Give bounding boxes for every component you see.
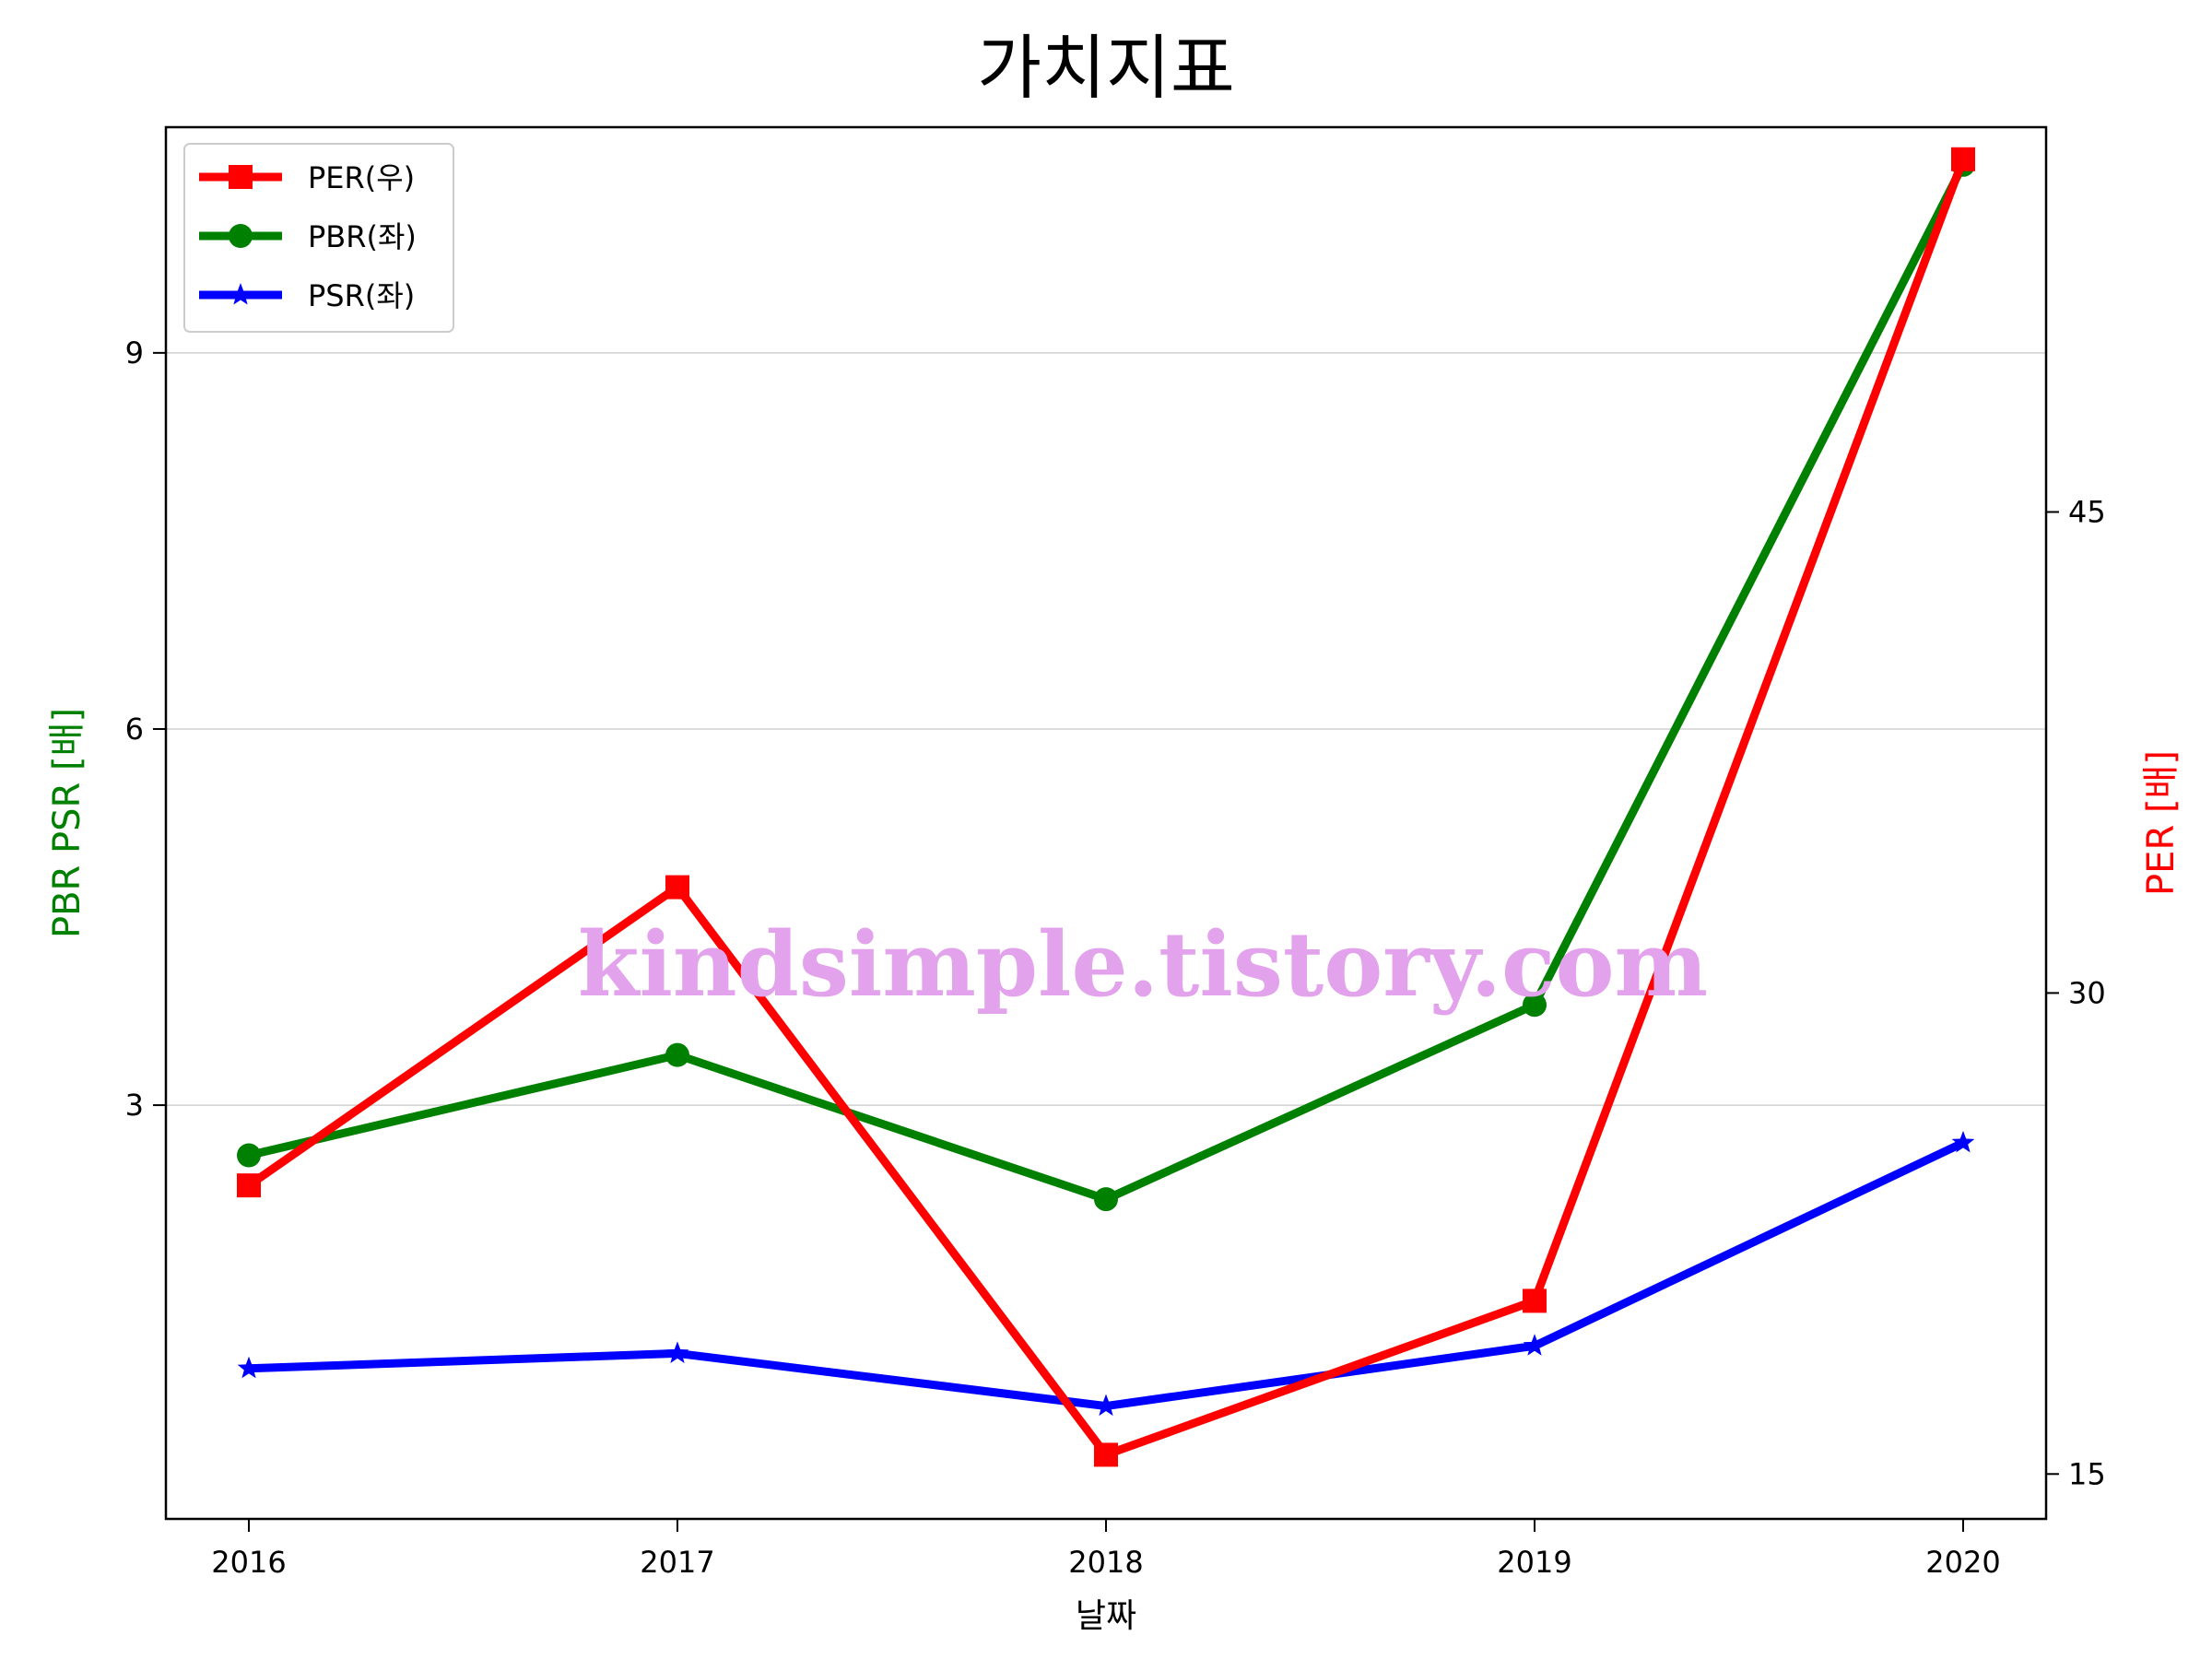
data-point	[237, 1173, 261, 1198]
data-point	[1951, 1130, 1975, 1153]
x-tick-label: 2018	[1068, 1545, 1143, 1580]
y-axis-label-right: PER [배]	[2140, 750, 2183, 896]
data-point	[237, 1356, 261, 1379]
y-tick-label-right: 45	[2068, 495, 2106, 530]
data-point	[1523, 993, 1547, 1018]
legend-swatch-marker	[229, 283, 253, 305]
data-point	[1523, 1334, 1547, 1356]
legend-entry: PBR(좌)	[199, 219, 417, 254]
legend-swatch-marker	[229, 224, 253, 248]
data-point	[665, 1341, 689, 1363]
data-point	[1951, 147, 1975, 171]
data-point	[1094, 1442, 1118, 1467]
data-point	[1094, 1187, 1118, 1212]
data-point	[665, 875, 689, 900]
y-axis-label-left: PBR PSR [배]	[46, 708, 88, 938]
data-point	[665, 1042, 689, 1067]
y-tick-label-right: 30	[2068, 975, 2106, 1010]
x-axis-label: 날짜	[1076, 1597, 1136, 1635]
y-tick-label-left: 9	[125, 335, 144, 371]
y-tick-label-left: 3	[125, 1088, 144, 1123]
series-0	[237, 147, 1975, 1467]
series-2	[237, 1130, 1975, 1417]
x-tick-label: 2016	[211, 1545, 286, 1580]
y-tick-label-left: 6	[125, 712, 144, 747]
legend-label: PBR(좌)	[308, 219, 417, 254]
legend	[183, 143, 454, 333]
x-tick-label: 2020	[1925, 1545, 2000, 1580]
legend-swatch-marker	[229, 165, 253, 189]
data-point	[237, 1143, 261, 1168]
data-point	[1523, 1288, 1547, 1313]
chart-title: 가치지표	[977, 27, 1235, 109]
legend-label: PSR(좌)	[308, 278, 415, 313]
data-point	[1094, 1394, 1118, 1417]
legend-entry: PER(우)	[199, 160, 415, 195]
legend-entry: PSR(좌)	[199, 278, 415, 313]
x-tick-label: 2017	[640, 1545, 714, 1580]
watermark: kindsimple.tistory.com	[578, 912, 1708, 1017]
x-tick-label: 2019	[1497, 1545, 1571, 1580]
legend-label: PER(우)	[308, 160, 415, 195]
y-tick-label-right: 15	[2068, 1456, 2106, 1491]
